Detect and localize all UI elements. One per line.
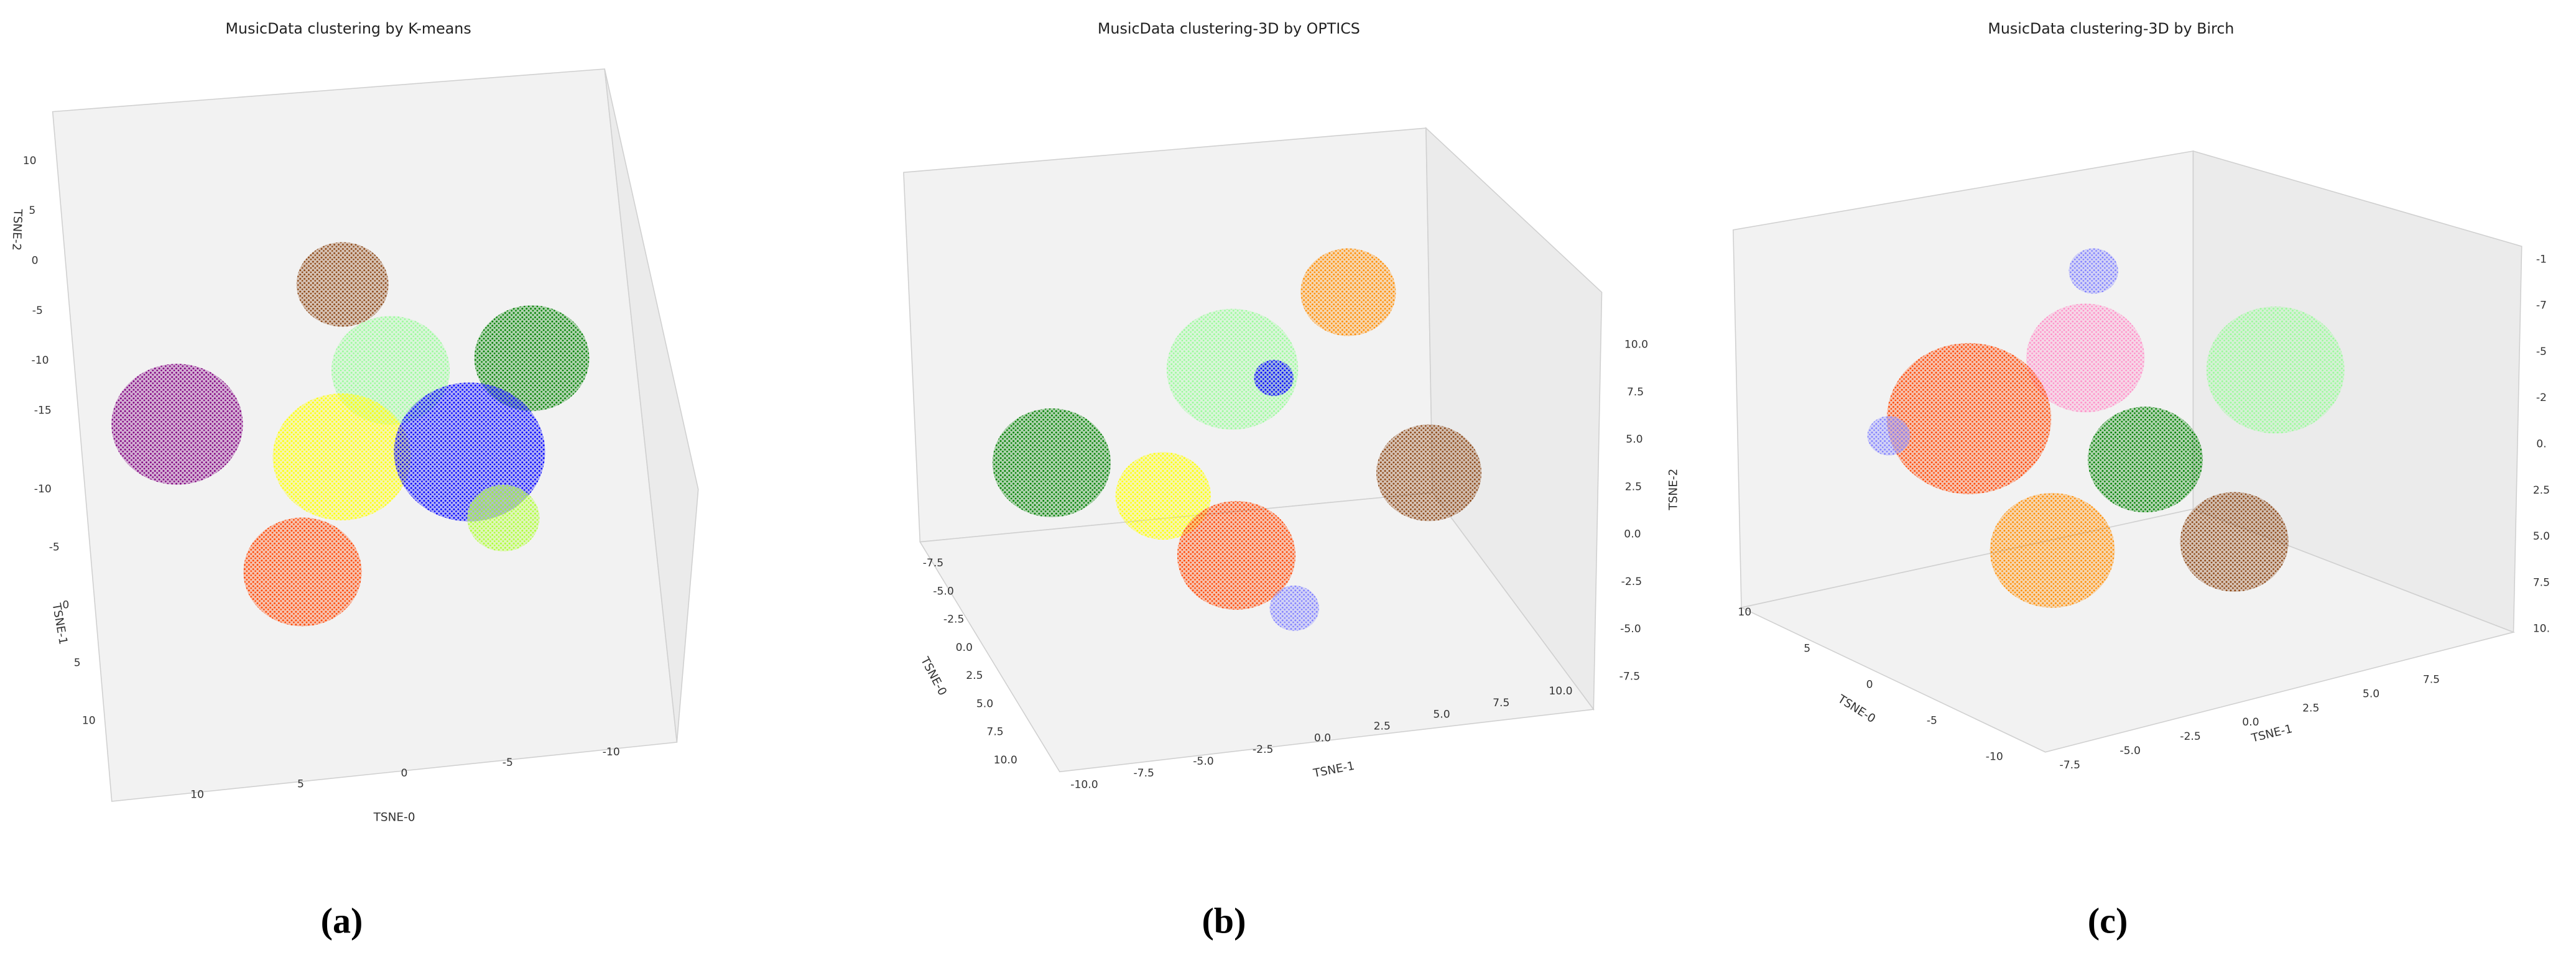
cluster [1886,343,2052,494]
z-tick-label: 5 [29,205,35,217]
y-tick-label: 2.5 [2302,702,2319,714]
y-tick-label: -10 [34,483,52,495]
x-axis-label: TSNE-0 [917,655,948,698]
cluster [1867,416,1911,456]
cluster [2180,492,2289,592]
z-tick-label: -5 [2536,346,2547,358]
z-tick-label: -5 [32,305,43,317]
y-tick-label: -5.0 [1193,755,1213,768]
cluster [467,484,540,551]
chart-title: MusicData clustering-3D by OPTICS [1098,20,1360,37]
z-tick-label: -10 [32,354,49,367]
y-tick-label: 0 [62,599,69,611]
cluster [992,408,1111,517]
x-tick-label: 0.0 [956,642,973,654]
z-tick-label: 10. [2533,623,2550,635]
z-tick-label: -2.5 [1621,576,1642,588]
z-tick-label: -2 [2536,392,2547,404]
cluster [272,393,411,520]
z-axis-label: TSNE-2 [9,208,24,251]
z-tick-label: 2.5 [2533,484,2550,497]
cluster [243,517,362,627]
caption: (b) [1202,900,1246,941]
x-axis-label: TSNE-0 [373,811,415,824]
cluster [2026,303,2145,413]
y-tick-label: 5.0 [2363,688,2379,700]
cluster [1115,452,1211,540]
y-tick-label: 0.0 [1314,732,1331,744]
cluster [1269,585,1319,631]
x-tick-label: 5 [1804,642,1810,655]
cluster [1300,248,1396,336]
x-tick-label: -2.5 [943,614,964,626]
x-tick-label: -5 [503,757,513,769]
y-tick-label: -5 [49,541,60,553]
y-tick-label: -2.5 [2180,730,2200,743]
x-tick-label: 5.0 [976,698,993,710]
y-tick-label: 7.5 [2423,674,2440,686]
x-tick-label: 0 [401,767,407,780]
y-tick-label: 10 [82,715,96,727]
y-tick-label: 0.0 [2242,716,2259,729]
x-tick-label: 0 [1866,678,1873,691]
x-tick-label: -10 [603,746,620,758]
x-axis-label: TSNE-0 [1835,693,1878,726]
cluster [1177,500,1296,610]
cluster [2069,248,2118,294]
z-tick-label: 2.5 [1625,481,1642,493]
z-tick-label: 7.5 [2533,576,2550,589]
x-tick-label: 5 [297,778,304,790]
z-tick-label: -1 [2536,253,2547,265]
x-tick-label: 2.5 [966,670,983,682]
y-tick-label: -7.5 [2060,759,2080,771]
x-tick-label: -5 [1927,715,1937,727]
z-tick-label: 0. [2536,438,2546,451]
z-axis-label: TSNE-2 [1667,469,1680,511]
z-tick-label: -15 [34,404,52,417]
cluster [1376,424,1482,522]
x-tick-label: 7.5 [986,726,1003,739]
z-tick-label: 7.5 [1627,386,1644,398]
x-tick-label: -7.5 [923,557,943,569]
cluster [111,364,243,485]
y-tick-label: 5.0 [1433,709,1450,721]
y-tick-label: -10.0 [1070,779,1098,791]
y-tick-label: -7.5 [1133,767,1154,780]
z-tick-label: 0 [32,254,39,267]
z-tick-label: -7 [2536,300,2547,312]
chart-title: MusicData clustering-3D by Birch [1988,20,2234,37]
cluster [2088,407,2203,513]
x-tick-label: 10.0 [994,754,1017,767]
cluster [296,242,389,327]
x-tick-label: 10 [190,788,204,801]
x-tick-label: -10 [1986,751,2003,763]
cluster [1166,308,1299,430]
z-tick-label: 5.0 [2533,530,2550,543]
cluster [1254,359,1294,397]
y-axis-label: TSNE-1 [1312,760,1356,781]
cluster [1990,492,2115,608]
y-tick-label: -2.5 [1253,744,1273,756]
y-tick-label: 2.5 [1374,720,1391,732]
z-tick-label: 10 [23,155,37,167]
cluster [474,305,590,412]
y-tick-label: 5 [74,656,81,669]
cluster [2206,306,2345,434]
y-tick-label: 10.0 [1549,685,1572,698]
y-tick-label: -5.0 [2120,745,2140,757]
pane [604,68,699,743]
z-tick-label: 0.0 [1624,528,1641,541]
caption: (c) [2088,900,2128,941]
z-tick-label: 5.0 [1626,433,1642,446]
z-tick-label: -5.0 [1620,623,1641,635]
z-tick-label: 10.0 [1624,339,1648,351]
x-tick-label: -5.0 [933,585,953,597]
y-tick-label: 7.5 [1493,697,1509,709]
z-tick-label: -7.5 [1619,670,1640,683]
x-tick-label: 10 [1738,606,1751,619]
chart-title: MusicData clustering by K-means [226,20,471,37]
caption: (a) [321,900,363,941]
